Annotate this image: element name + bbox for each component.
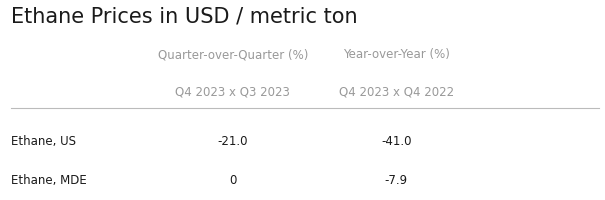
Text: Ethane, US: Ethane, US xyxy=(11,135,76,147)
Text: Quarter-over-Quarter (%): Quarter-over-Quarter (%) xyxy=(158,48,308,61)
Text: -7.9: -7.9 xyxy=(385,174,408,186)
Text: Q4 2023 x Q4 2022: Q4 2023 x Q4 2022 xyxy=(339,85,454,98)
Text: -21.0: -21.0 xyxy=(218,135,248,147)
Text: Ethane, MDE: Ethane, MDE xyxy=(11,174,87,186)
Text: Ethane Prices in USD / metric ton: Ethane Prices in USD / metric ton xyxy=(11,6,358,26)
Text: Year-over-Year (%): Year-over-Year (%) xyxy=(343,48,450,61)
Text: 0: 0 xyxy=(229,174,237,186)
Text: Q4 2023 x Q3 2023: Q4 2023 x Q3 2023 xyxy=(175,85,290,98)
Text: -41.0: -41.0 xyxy=(381,135,411,147)
